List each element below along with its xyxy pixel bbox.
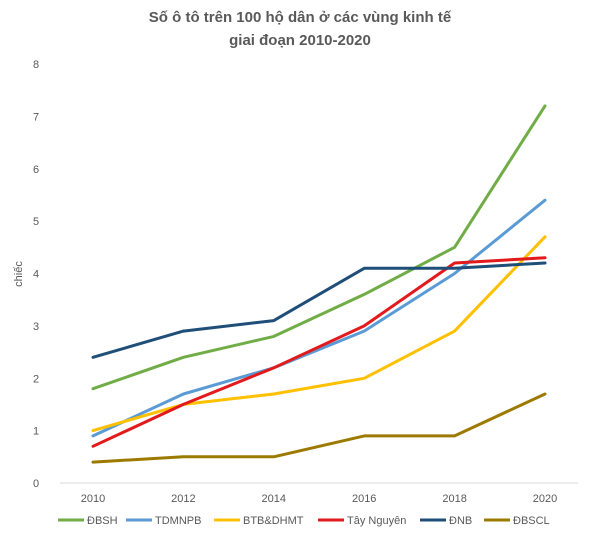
y-tick-label: 1 bbox=[33, 426, 39, 438]
legend-label-0: ĐBSH bbox=[87, 515, 118, 527]
legend-label-4: ĐNB bbox=[449, 515, 472, 527]
x-tick-label: 2010 bbox=[81, 493, 105, 505]
y-tick-label: 6 bbox=[33, 164, 39, 176]
x-tick-label: 2018 bbox=[442, 493, 466, 505]
chart-title-line-1: Số ô tô trên 100 hộ dân ở các vùng kinh … bbox=[149, 9, 452, 26]
series-line-2 bbox=[91, 235, 547, 433]
legend-label-5: ĐBSCL bbox=[513, 515, 550, 527]
x-tick-label: 2020 bbox=[533, 493, 557, 505]
series-line-4 bbox=[91, 261, 547, 359]
series-line-0 bbox=[91, 104, 547, 391]
chart-title-line-2: giai đoạn 2010-2020 bbox=[229, 32, 371, 49]
y-tick-label: 7 bbox=[33, 111, 39, 123]
legend-label-1: TDMNPB bbox=[155, 515, 201, 527]
x-tick-label: 2012 bbox=[171, 493, 195, 505]
x-tick-label: 2014 bbox=[262, 493, 286, 505]
legend-label-3: Tây Nguyên bbox=[347, 515, 406, 527]
y-axis-ticks: 0 1 2 3 4 5 6 7 8 bbox=[33, 59, 39, 490]
series-line-3 bbox=[91, 256, 547, 448]
y-tick-label: 3 bbox=[33, 321, 39, 333]
x-axis-ticks: 2010 2012 2014 2016 2018 2020 bbox=[81, 493, 557, 505]
y-tick-label: 5 bbox=[33, 216, 39, 228]
y-tick-label: 0 bbox=[33, 478, 39, 490]
legend: ĐBSH TDMNPB BTB&DHMT Tây Nguyên ĐNB ĐBSCL bbox=[58, 515, 550, 527]
y-tick-label: 4 bbox=[33, 269, 39, 281]
series-line-1 bbox=[91, 198, 547, 438]
y-axis-label: chiếc bbox=[13, 261, 25, 287]
legend-label-2: BTB&DHMT bbox=[243, 515, 304, 527]
x-tick-label: 2016 bbox=[352, 493, 376, 505]
series-lines bbox=[91, 104, 547, 464]
y-tick-label: 8 bbox=[33, 59, 39, 71]
series-line-5 bbox=[91, 392, 547, 464]
y-tick-label: 2 bbox=[33, 373, 39, 385]
